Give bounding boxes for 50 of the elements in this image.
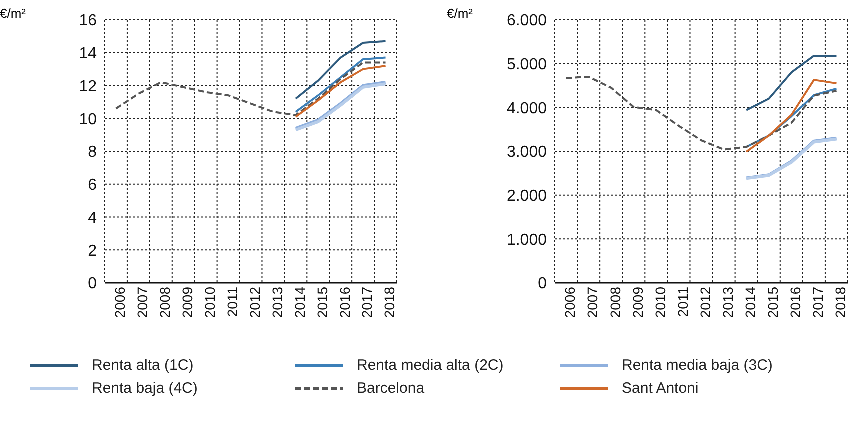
legend-label: Renta alta (1C) (92, 357, 194, 374)
x-tick-label: 2009 (630, 286, 646, 318)
y-tick-label: 2 (88, 242, 98, 260)
y-tick-label: 0 (538, 276, 548, 293)
legend-label: Renta media baja (3C) (622, 357, 773, 374)
y-tick-label: 8 (88, 144, 98, 162)
y-tick-label: 4 (88, 210, 98, 227)
x-tick-label: 2010 (652, 286, 668, 318)
y-tick-label: 2.000 (506, 188, 548, 206)
legend-label: Sant Antoni (622, 380, 699, 397)
legend-label: Renta baja (4C) (92, 380, 198, 397)
x-tick-label: 2012 (246, 286, 263, 318)
y-tick-label: 6.000 (506, 12, 548, 30)
x-tick-label: 2018 (382, 286, 398, 318)
y-tick-label: 10 (79, 111, 98, 128)
y-tick-label: 12 (79, 78, 98, 96)
x-tick-label: 2018 (832, 286, 849, 318)
x-tick-label: 2015 (765, 286, 782, 318)
y-tick-label: 5.000 (506, 56, 548, 74)
x-tick-label: 2013 (720, 286, 736, 318)
x-tick-label: 2008 (157, 286, 174, 318)
x-tick-label: 2006 (562, 286, 578, 318)
x-tick-label: 2013 (269, 286, 286, 318)
x-tick-label: 2017 (810, 286, 826, 318)
x-tick-label: 2007 (584, 286, 601, 318)
y-tick-label: 3.000 (506, 144, 548, 162)
y-tick-label: 14 (79, 46, 98, 63)
x-tick-label: 2014 (292, 286, 308, 318)
x-tick-label: 2009 (180, 286, 196, 318)
x-tick-label: 2007 (134, 286, 151, 318)
x-tick-label: 2016 (336, 286, 353, 318)
x-tick-label: 2012 (697, 286, 714, 318)
x-tick-label: 2010 (202, 286, 218, 318)
y-axis-title: €/m² (0, 6, 26, 21)
y-tick-label: 6 (88, 177, 98, 194)
legend-label: Renta media alta (2C) (357, 357, 504, 374)
x-tick-label: 2011 (674, 286, 691, 318)
y-axis-title: €/m² (447, 6, 473, 21)
x-tick-label: 2011 (224, 286, 240, 318)
x-tick-label: 2015 (314, 286, 330, 318)
x-tick-label: 2016 (788, 286, 804, 318)
x-tick-label: 2008 (607, 286, 624, 318)
y-tick-label: 0 (88, 276, 98, 293)
y-tick-label: 4.000 (506, 100, 548, 118)
y-tick-label: 1.000 (506, 232, 548, 249)
x-tick-label: 2014 (742, 286, 759, 318)
legend-label: Barcelona (357, 380, 425, 397)
y-tick-label: 16 (79, 12, 98, 30)
x-tick-label: 2006 (112, 286, 128, 318)
x-tick-label: 2017 (359, 286, 376, 318)
